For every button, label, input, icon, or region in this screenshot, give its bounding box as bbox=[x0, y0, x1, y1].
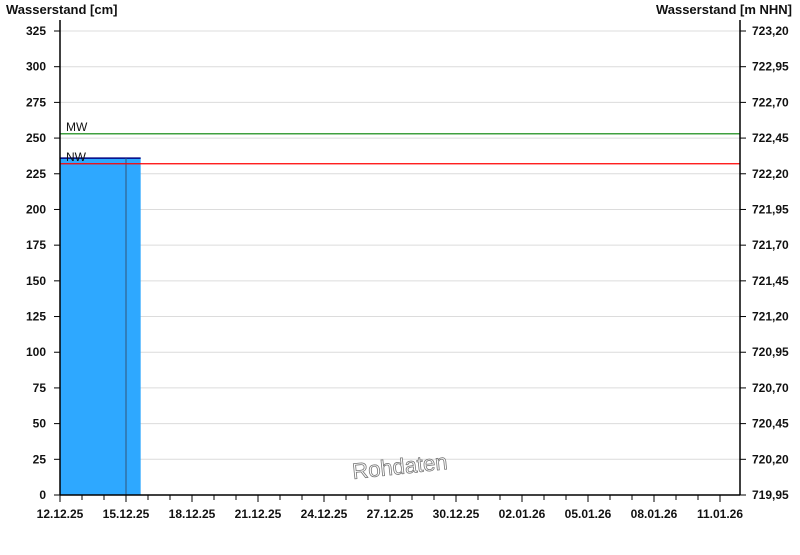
y-tick-label-left: 325 bbox=[26, 24, 46, 38]
y-tick-label-left: 275 bbox=[26, 95, 46, 109]
y-tick-label-right: 722,70 bbox=[752, 95, 789, 109]
y-tick-label-right: 719,95 bbox=[752, 488, 789, 502]
left-axis-title: Wasserstand [cm] bbox=[6, 2, 118, 17]
y-tick-label-right: 721,95 bbox=[752, 202, 789, 216]
y-tick-label-left: 150 bbox=[26, 274, 46, 288]
watermark: Rohdaten bbox=[351, 449, 449, 484]
y-tick-label-right: 720,45 bbox=[752, 417, 789, 431]
x-tick-label: 15.12.25 bbox=[103, 507, 150, 521]
y-tick-label-left: 200 bbox=[26, 202, 46, 216]
x-tick-label: 30.12.25 bbox=[433, 507, 480, 521]
y-tick-label-left: 75 bbox=[33, 381, 47, 395]
y-tick-label-left: 25 bbox=[33, 452, 47, 466]
y-tick-label-right: 722,20 bbox=[752, 167, 789, 181]
y-tick-label-right: 721,20 bbox=[752, 310, 789, 324]
y-tick-label-right: 721,70 bbox=[752, 238, 789, 252]
bar bbox=[60, 158, 141, 495]
right-axis-title: Wasserstand [m NHN] bbox=[656, 2, 792, 17]
x-tick-label: 08.01.26 bbox=[631, 507, 678, 521]
x-tick-label: 02.01.26 bbox=[499, 507, 546, 521]
x-tick-label: 21.12.25 bbox=[235, 507, 282, 521]
x-tick-label: 12.12.25 bbox=[37, 507, 84, 521]
y-tick-label-left: 50 bbox=[33, 417, 47, 431]
y-tick-label-left: 250 bbox=[26, 131, 46, 145]
x-tick-label: 05.01.26 bbox=[565, 507, 612, 521]
y-tick-label-right: 722,95 bbox=[752, 60, 789, 74]
reference-label-nw: NW bbox=[66, 150, 87, 164]
x-tick-label: 11.01.26 bbox=[697, 507, 743, 521]
y-tick-label-left: 175 bbox=[26, 238, 46, 252]
y-tick-label-right: 720,20 bbox=[752, 452, 789, 466]
y-tick-label-right: 721,45 bbox=[752, 274, 789, 288]
y-tick-label-left: 100 bbox=[26, 345, 46, 359]
y-tick-label-right: 722,45 bbox=[752, 131, 789, 145]
x-tick-label: 24.12.25 bbox=[301, 507, 348, 521]
y-tick-label-right: 723,20 bbox=[752, 24, 789, 38]
y-tick-label-left: 225 bbox=[26, 167, 46, 181]
x-tick-label: 27.12.25 bbox=[367, 507, 414, 521]
y-tick-label-left: 300 bbox=[26, 60, 46, 74]
reference-label-mw: MW bbox=[66, 120, 88, 134]
y-tick-label-left: 125 bbox=[26, 310, 46, 324]
y-tick-label-right: 720,70 bbox=[752, 381, 789, 395]
y-tick-label-right: 720,95 bbox=[752, 345, 789, 359]
y-tick-label-left: 0 bbox=[39, 488, 46, 502]
x-tick-label: 18.12.25 bbox=[169, 507, 216, 521]
